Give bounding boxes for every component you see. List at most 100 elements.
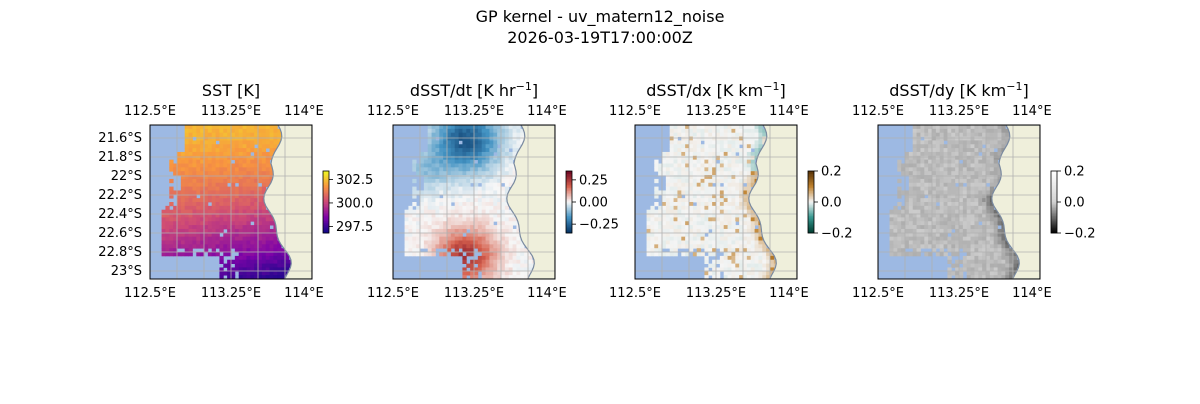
heatmap-cell	[708, 190, 713, 195]
heatmap-cell	[477, 217, 483, 222]
heatmap-cell	[427, 140, 432, 145]
heatmap-cell	[493, 248, 498, 253]
heatmap-cell	[508, 159, 513, 164]
heatmap-cell	[501, 171, 506, 176]
heatmap-cell	[692, 221, 698, 226]
heatmap-cell	[681, 144, 686, 149]
heatmap-cell	[912, 236, 917, 241]
heatmap-cell	[207, 171, 213, 176]
heatmap-cell	[696, 163, 701, 168]
colorbar-segment	[323, 172, 329, 175]
panel-title-text: dSST/dy [K km	[889, 81, 1006, 100]
heatmap-cell	[986, 125, 991, 130]
colorbar-segment	[1051, 183, 1057, 186]
heatmap-cell	[673, 148, 678, 153]
heatmap-cell	[758, 275, 763, 279]
heatmap-cell	[234, 171, 240, 176]
heatmap-cell	[447, 205, 452, 211]
heatmap-cell	[986, 267, 991, 272]
heatmap-cell	[681, 132, 686, 137]
heatmap-cell	[727, 194, 732, 199]
heatmap-cell	[474, 178, 479, 184]
heatmap-cell	[754, 175, 759, 180]
colorbar-segment	[566, 205, 572, 207]
heatmap-cell	[951, 236, 956, 241]
heatmap-cell	[231, 209, 236, 214]
heatmap-cell	[215, 182, 220, 187]
heatmap-cell	[966, 205, 971, 211]
heatmap-cell	[955, 240, 960, 245]
heatmap-cell	[493, 144, 498, 149]
heatmap-cell	[242, 213, 247, 218]
heatmap-cell	[731, 186, 736, 191]
heatmap-cell	[970, 132, 975, 137]
heatmap-cell	[731, 167, 736, 172]
heatmap-cell	[493, 213, 498, 218]
heatmap-cell	[916, 128, 921, 134]
heatmap-cell	[750, 175, 755, 180]
heatmap-cell	[654, 163, 659, 168]
heatmap-cell	[269, 267, 274, 272]
heatmap-cell	[962, 221, 968, 226]
heatmap-cell	[912, 171, 917, 176]
heatmap-cell	[477, 175, 483, 180]
heatmap-cell	[974, 271, 979, 276]
heatmap-cell	[443, 171, 448, 176]
heatmap-cell	[242, 259, 247, 264]
heatmap-cell	[497, 205, 502, 211]
heatmap-cell	[427, 194, 432, 199]
heatmap-cell	[746, 175, 752, 180]
heatmap-cell	[681, 232, 686, 238]
heatmap-cell	[261, 244, 267, 249]
colorbar-segment	[566, 172, 572, 175]
heatmap-cell	[416, 225, 421, 230]
heatmap-cell	[450, 151, 456, 157]
heatmap-cell	[269, 228, 274, 234]
heatmap-cell	[681, 244, 686, 249]
heatmap-cell	[920, 232, 925, 238]
heatmap-cell	[258, 228, 263, 234]
heatmap-cell	[489, 205, 494, 211]
heatmap-cell	[485, 155, 490, 161]
heatmap-cell	[273, 263, 278, 268]
heatmap-cell	[997, 140, 1002, 145]
heatmap-cell	[485, 271, 490, 276]
heatmap-cell	[408, 244, 413, 249]
heatmap-cell	[951, 194, 956, 199]
heatmap-cell	[719, 228, 725, 234]
heatmap-cell	[932, 221, 937, 226]
heatmap-cell	[758, 232, 763, 238]
heatmap-cell	[477, 259, 483, 264]
heatmap-cell	[685, 240, 690, 245]
heatmap-cell	[658, 213, 663, 218]
heatmap-cell	[207, 205, 213, 211]
heatmap-cell	[955, 128, 960, 134]
heatmap-cell	[708, 155, 713, 161]
heatmap-cell	[466, 178, 471, 184]
heatmap-cell	[762, 128, 767, 134]
heatmap-cell	[978, 225, 983, 230]
heatmap-cell	[912, 248, 917, 253]
heatmap-cell	[1001, 228, 1006, 234]
heatmap-cell	[443, 221, 448, 226]
heatmap-cell	[177, 171, 182, 176]
heatmap-cell	[727, 159, 732, 164]
heatmap-cell	[447, 175, 452, 180]
colorbar-segment	[566, 189, 572, 192]
heatmap-cell	[989, 240, 995, 245]
heatmap-cell	[692, 171, 698, 176]
heatmap-cell	[719, 267, 725, 272]
heatmap-cell	[269, 148, 274, 153]
heatmap-cell	[959, 267, 964, 272]
heatmap-cell	[1001, 144, 1006, 149]
heatmap-cell	[712, 228, 717, 234]
heatmap-cell	[928, 151, 933, 157]
heatmap-cell	[504, 136, 510, 141]
heatmap-cell	[978, 155, 983, 161]
heatmap-cell	[443, 232, 448, 238]
heatmap-cell	[982, 125, 987, 130]
heatmap-cell	[669, 198, 674, 203]
heatmap-cell	[986, 232, 991, 238]
heatmap-cell	[528, 267, 533, 272]
heatmap-cell	[501, 240, 506, 245]
